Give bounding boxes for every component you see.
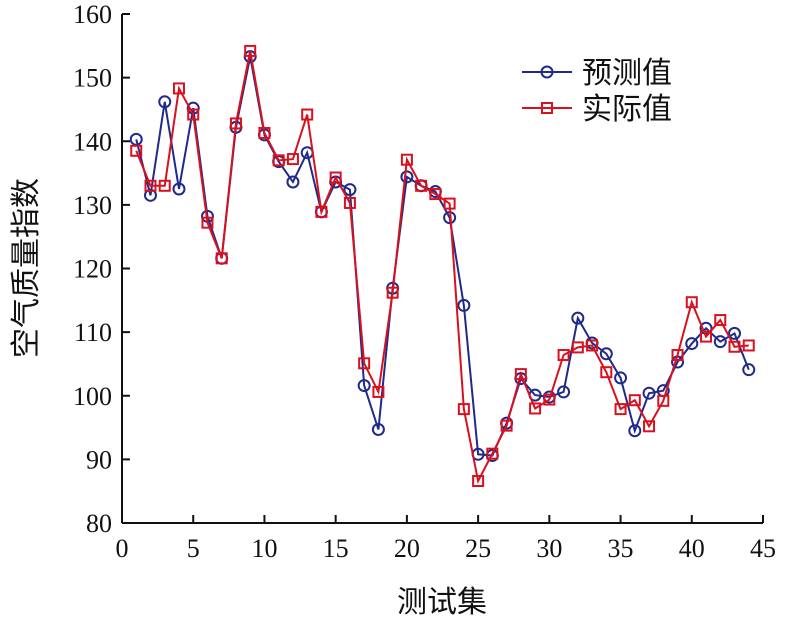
y-tick-label: 160: [73, 0, 112, 29]
data-point: [685, 296, 698, 309]
x-tick-label: 35: [608, 534, 634, 563]
data-point: [457, 403, 470, 416]
series-actual: [130, 44, 755, 488]
x-tick-label: 25: [465, 534, 491, 563]
data-point: [728, 326, 742, 340]
data-point: [172, 182, 186, 196]
data-point: [215, 252, 228, 265]
data-point: [329, 171, 342, 184]
data-point: [272, 154, 285, 167]
data-point: [258, 126, 271, 139]
data-point: [700, 330, 713, 343]
data-point: [742, 363, 756, 377]
data-point: [742, 339, 755, 352]
x-tick-label: 20: [394, 534, 420, 563]
data-point: [158, 95, 172, 109]
data-point: [657, 394, 670, 407]
y-axis-label: 空气质量指数: [10, 178, 43, 358]
data-point: [372, 385, 385, 398]
data-point: [457, 298, 471, 312]
legend-item: 预测值: [522, 57, 672, 90]
data-point: [286, 153, 299, 166]
data-point: [357, 379, 371, 393]
y-tick-label: 100: [73, 382, 112, 411]
data-point: [443, 197, 456, 210]
data-point: [557, 385, 571, 399]
legend-item: 实际值: [522, 93, 672, 126]
x-tick-label: 40: [679, 534, 705, 563]
y-tick-label: 150: [73, 64, 112, 93]
legend-marker: [540, 65, 554, 79]
data-point: [628, 394, 641, 407]
legend-label: 预测值: [582, 57, 672, 90]
data-point: [130, 144, 143, 157]
data-point: [671, 349, 684, 362]
series-group: [129, 44, 756, 488]
y-tick-label: 110: [74, 318, 112, 347]
x-axis-label: 测试集: [397, 586, 487, 619]
data-point: [486, 447, 499, 460]
data-point: [714, 314, 727, 327]
x-tick-label: 10: [251, 534, 277, 563]
axes: 80 90 100 110 120 130 140 150 160 0 5 10 15 20 25 30 35 4…: [73, 0, 776, 563]
data-point: [472, 475, 485, 488]
data-point: [158, 179, 171, 192]
data-point: [400, 153, 413, 166]
y-tick-label: 80: [86, 509, 112, 538]
data-point: [586, 339, 599, 352]
data-point: [628, 424, 642, 438]
data-point: [557, 349, 570, 362]
data-point: [500, 419, 513, 432]
legend-label: 实际值: [582, 93, 672, 126]
y-tick-label: 130: [73, 191, 112, 220]
data-point: [187, 108, 200, 121]
data-point: [599, 347, 613, 361]
data-point: [415, 179, 428, 192]
data-point: [343, 196, 356, 209]
data-point: [529, 402, 542, 415]
data-point: [286, 175, 300, 189]
data-point: [543, 393, 556, 406]
data-point: [343, 183, 357, 197]
data-point: [371, 422, 385, 436]
data-point: [201, 216, 214, 229]
data-point: [144, 179, 157, 192]
data-point: [301, 108, 314, 121]
data-point: [429, 188, 442, 201]
data-point: [699, 321, 713, 335]
data-point: [229, 117, 242, 130]
data-point: [614, 371, 628, 385]
data-point: [600, 366, 613, 379]
data-point: [386, 286, 399, 299]
data-point: [400, 170, 414, 184]
data-point: [172, 82, 185, 95]
data-point: [571, 311, 585, 325]
data-point: [315, 205, 328, 218]
x-tick-label: 30: [536, 534, 562, 563]
data-point: [244, 44, 257, 57]
x-tick-label: 0: [116, 534, 129, 563]
data-point: [642, 386, 656, 400]
legend-marker: [541, 102, 553, 114]
data-point: [514, 368, 527, 381]
y-tick-label: 120: [73, 255, 112, 284]
x-tick-label: 15: [323, 534, 349, 563]
y-tick-label: 90: [86, 445, 112, 474]
data-point: [614, 403, 627, 416]
y-tick-label: 140: [73, 127, 112, 156]
data-point: [643, 420, 656, 433]
data-point: [571, 341, 584, 354]
data-point: [728, 340, 741, 353]
data-point: [713, 335, 727, 349]
data-point: [685, 337, 699, 351]
data-point: [358, 357, 371, 370]
x-tick-label: 5: [187, 534, 200, 563]
x-tick-label: 45: [750, 534, 776, 563]
